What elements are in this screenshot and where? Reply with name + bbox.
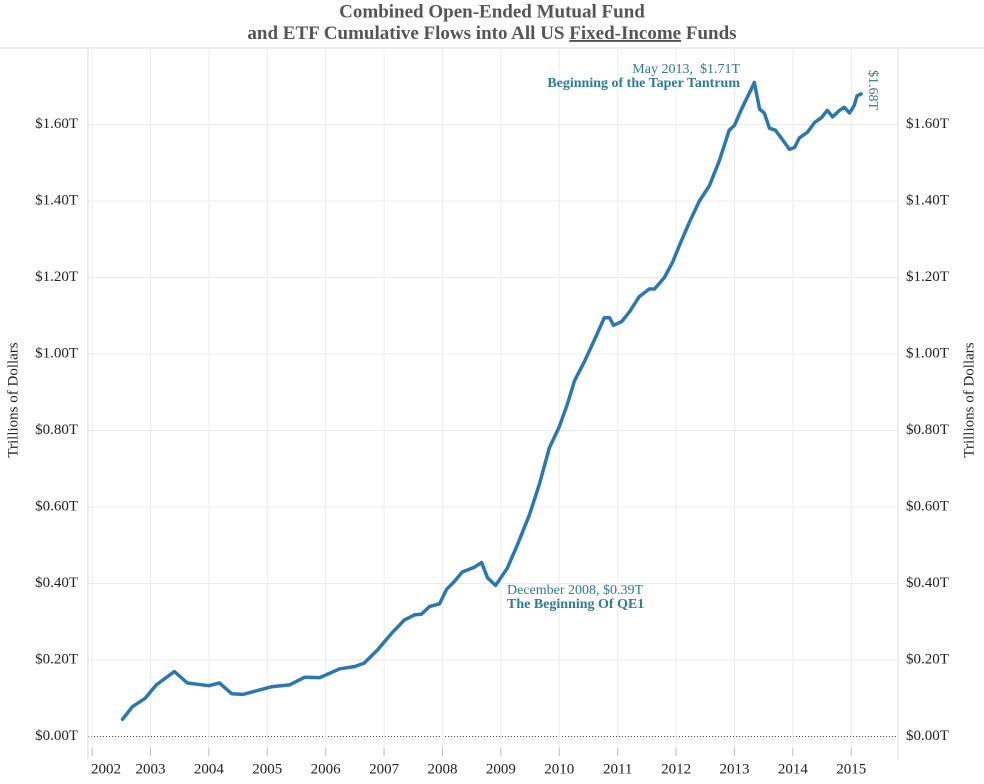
x-tick-label: 2014 (778, 761, 809, 777)
annotation: Beginning of the Taper Tantrum (547, 76, 740, 91)
y-tick-label: $0.20T (35, 651, 78, 667)
annotation: May 2013, $1.71T (632, 62, 740, 77)
title-part: Funds (686, 23, 737, 44)
y2-tick-label: $0.00T (906, 728, 949, 744)
y2-tick-label: $0.80T (906, 422, 949, 438)
y2-tick-label: $1.40T (906, 192, 949, 208)
title-part: and ETF Cumulative Flows into All US (247, 23, 564, 44)
x-tick-label: 2011 (603, 761, 632, 777)
chart-title: Combined Open-Ended Mutual Fund (339, 1, 645, 22)
x-tick-label: 2012 (661, 761, 691, 777)
x-tick-label: 2015 (836, 761, 866, 777)
data-line (120, 80, 863, 722)
y2-tick-label: $0.20T (906, 651, 949, 667)
x-tick-label: 2013 (719, 761, 749, 777)
x-tick-label: 2005 (252, 761, 282, 777)
end-label: $1.68T (865, 70, 880, 111)
y-tick-label: $1.40T (35, 192, 78, 208)
x-tick-label: 2009 (486, 761, 516, 777)
x-tick-label: 2002 (91, 761, 121, 777)
y2-tick-label: $0.60T (906, 498, 949, 514)
y-tick-label: $0.60T (35, 498, 78, 514)
y-tick-label: $0.80T (35, 422, 78, 438)
y-tick-label: $0.00T (35, 728, 78, 744)
y2-axis-label: Trillions of Dollars (961, 342, 977, 457)
x-tick-label: 2004 (194, 761, 225, 777)
y-tick-label: $1.00T (35, 345, 78, 361)
y2-tick-label: $1.20T (906, 269, 949, 285)
title-part: Fixed-Income (569, 23, 681, 44)
y-tick-label: $1.20T (35, 269, 78, 285)
x-tick-label: 2007 (369, 761, 400, 777)
y2-tick-label: $0.40T (906, 575, 949, 591)
y-tick-label: $1.60T (35, 116, 78, 132)
x-tick-label: 2008 (427, 761, 457, 777)
y2-tick-label: $1.60T (906, 116, 949, 132)
x-tick-label: 2003 (135, 761, 165, 777)
x-tick-label: 2006 (311, 761, 342, 777)
annotation: The Beginning Of QE1 (507, 597, 644, 612)
chart-title: and ETF Cumulative Flows into All US Fix… (247, 23, 736, 44)
y-axis-label: Trillions of Dollars (5, 342, 21, 457)
y-tick-label: $0.40T (35, 575, 78, 591)
y2-tick-label: $1.00T (906, 345, 949, 361)
x-tick-label: 2010 (544, 761, 574, 777)
annotation: December 2008, $0.39T (507, 583, 644, 598)
